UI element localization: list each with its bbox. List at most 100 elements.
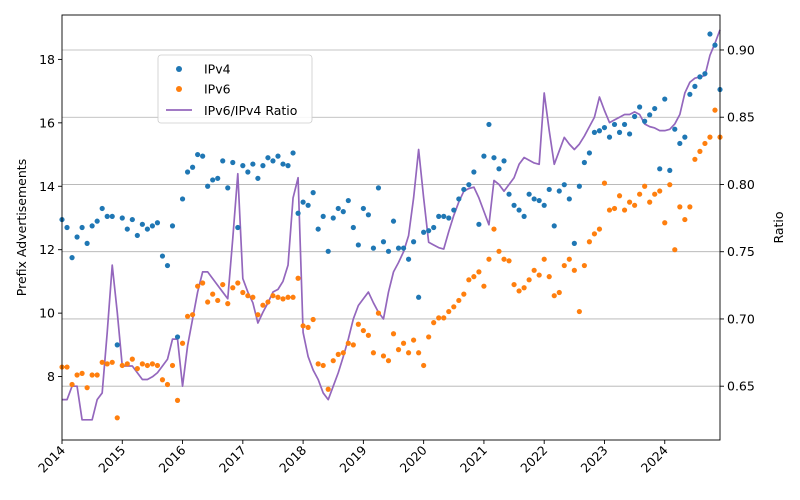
ipv6-point <box>195 283 201 289</box>
ipv4-point <box>215 175 221 181</box>
ipv4-point <box>360 205 366 212</box>
ipv4-point <box>250 161 256 167</box>
ipv4-point <box>285 163 291 169</box>
ipv4-point <box>99 205 105 212</box>
ipv6-point <box>687 204 693 210</box>
ipv4-point <box>446 215 452 221</box>
ipv6-point <box>275 294 281 300</box>
ipv6-point <box>325 386 331 392</box>
ipv4-point <box>672 126 678 132</box>
ipv6-point <box>521 285 527 291</box>
legend-box <box>157 54 313 124</box>
ipv6-point <box>190 312 196 318</box>
ipv6-point <box>174 397 181 403</box>
ipv6-point <box>164 381 171 388</box>
ipv6-point <box>400 340 407 346</box>
ipv6-point <box>501 256 507 262</box>
ipv4-point <box>144 226 150 232</box>
ipv6-point <box>310 316 316 323</box>
ipv4-point <box>184 169 191 175</box>
ipv4-point <box>74 234 80 240</box>
ipv6-point <box>395 347 402 353</box>
ipv6-point <box>119 362 125 369</box>
ipv6-point <box>491 226 497 232</box>
ipv6-point <box>305 324 311 331</box>
ipv4-point <box>335 205 341 212</box>
ipv6-point <box>330 358 336 364</box>
ipv6-point <box>169 362 176 369</box>
ipv4-point <box>210 177 216 183</box>
ipv4-point <box>652 105 658 112</box>
ipv6-point <box>682 216 688 223</box>
ipv4-point <box>174 334 181 340</box>
ipv6-point <box>250 294 256 300</box>
ipv4-point <box>496 166 502 172</box>
ipv4-point <box>662 96 668 102</box>
ipv4-point <box>149 223 156 229</box>
y-axis-right: 0.65 0.70 0.75 0.80 0.85 0.90 <box>720 42 755 394</box>
ipv6-point <box>586 239 593 245</box>
ipv6-point <box>712 107 718 113</box>
ipv6-point <box>69 381 75 388</box>
ipv4-point <box>119 215 125 221</box>
ipv6-point <box>84 385 90 391</box>
ipv4-point <box>606 134 613 140</box>
ipv6-point <box>295 275 301 281</box>
ipv4-point <box>169 223 176 229</box>
ipv4-point <box>64 224 70 231</box>
ipv4-point <box>340 209 346 215</box>
ipv6-point <box>536 272 542 278</box>
ipv4-point <box>556 188 562 194</box>
ipv4-point <box>551 223 557 229</box>
y2-tick-label: 0.90 <box>727 42 755 57</box>
ipv6-point <box>571 267 577 273</box>
ipv4-point <box>637 104 643 110</box>
ipv6-point <box>134 366 140 372</box>
ipv6-point <box>154 362 161 369</box>
ipv4-point <box>546 186 552 193</box>
ipv6-point <box>245 293 251 299</box>
ipv4-point <box>506 191 512 197</box>
y2-tick-label: 0.70 <box>727 311 755 326</box>
ipv4-point <box>516 207 522 213</box>
ipv4-point <box>621 121 628 128</box>
ipv6-point <box>531 267 537 273</box>
ipv6-point <box>240 289 246 296</box>
ipv6-point <box>626 199 633 205</box>
ipv6-point <box>149 361 156 367</box>
ipv6-point <box>677 204 683 210</box>
y2-tick-label: 0.65 <box>727 379 755 394</box>
ipv6-point <box>280 296 286 302</box>
ipv6-point <box>692 156 698 162</box>
ipv6-point <box>411 337 417 343</box>
ipv6-point <box>405 350 412 356</box>
ipv4-point <box>486 121 492 128</box>
ipv4-point <box>79 224 85 231</box>
ipv4-point <box>230 159 236 166</box>
y2-tick-label: 0.85 <box>727 110 755 125</box>
ipv4-point <box>667 167 673 174</box>
ipv4-point <box>220 158 226 164</box>
ipv4-point <box>531 196 537 202</box>
ipv4-point <box>541 202 547 208</box>
ipv4-point <box>581 159 587 166</box>
ipv4-point <box>315 226 321 232</box>
ipv6-point <box>385 358 392 364</box>
ipv6-point <box>621 207 628 213</box>
y2-tick-label: 0.75 <box>727 244 755 259</box>
ipv4-point <box>451 207 457 213</box>
ipv4-point <box>350 224 356 231</box>
ipv6-point <box>365 332 371 338</box>
ipv4-point <box>385 248 392 254</box>
y2-tick-label: 0.80 <box>727 177 755 192</box>
ipv6-point <box>210 291 216 297</box>
ipv4-point <box>501 158 507 164</box>
ipv4-point <box>682 134 688 140</box>
ipv4-point <box>596 128 603 134</box>
ipv4-point <box>421 229 427 235</box>
ipv4-point <box>370 245 377 251</box>
ipv6-point <box>481 283 487 289</box>
plot-frame <box>61 14 721 441</box>
ipv6-point <box>697 148 703 154</box>
ipv6-point <box>611 205 618 212</box>
